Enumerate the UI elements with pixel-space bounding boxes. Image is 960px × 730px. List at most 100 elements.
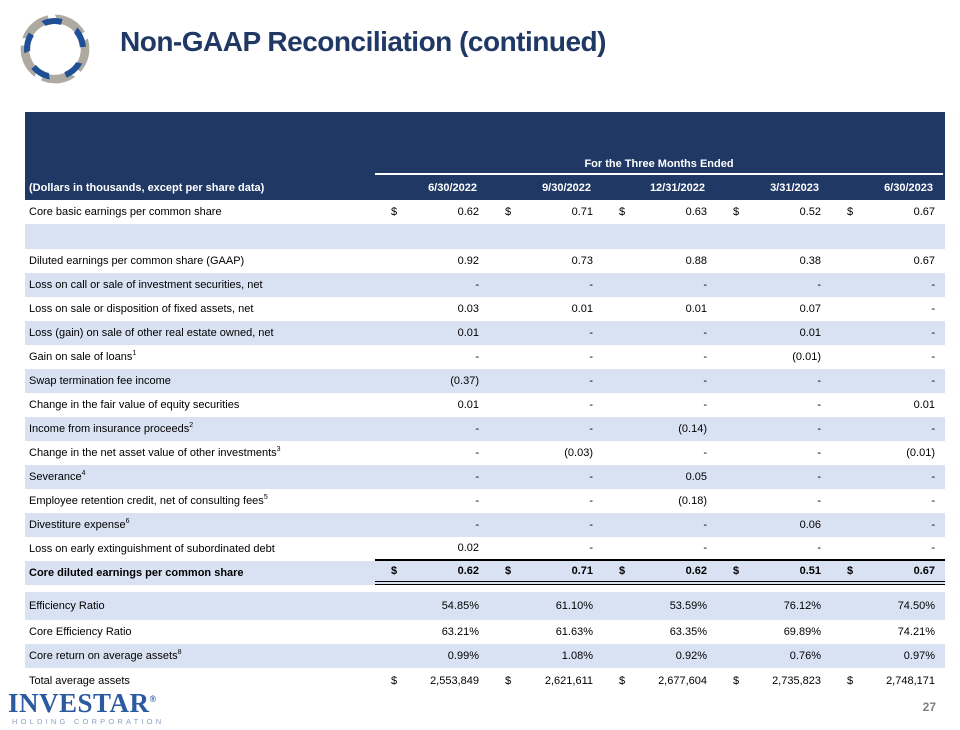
cell-value: 69.89% (783, 626, 821, 638)
value-cell-group: - (375, 417, 489, 441)
row-values: $0.62 $0.71 $0.63 $0.52 $0.67 (375, 200, 945, 224)
value-cell-group: (0.14) (603, 417, 717, 441)
cell-value: - (931, 375, 935, 387)
row-values: 54.85% 61.10% 53.59% 76.12% 74.50% (375, 592, 945, 620)
cell-value: 0.92% (675, 650, 707, 662)
row-label: Loss on sale or disposition of fixed ass… (29, 303, 254, 315)
value-cell-group: $2,735,823 (717, 668, 831, 694)
value-cell-group: (0.37) (375, 369, 489, 393)
row-label: Income from insurance proceeds 2 (29, 421, 194, 436)
value-cell-group: $2,748,171 (831, 668, 945, 694)
cell-value: (0.14) (678, 423, 707, 435)
cell-value: 0.38 (799, 255, 821, 267)
cell-value: 0.07 (799, 303, 821, 315)
row-values: - - - 0.06 - (375, 513, 945, 537)
value-cell-group: 0.01 (489, 297, 603, 321)
cell-value: 53.59% (669, 600, 707, 612)
value-cell-group: $2,621,611 (489, 668, 603, 694)
footnote-marker: 3 (276, 445, 281, 453)
cell-value: 0.99% (447, 650, 479, 662)
row-label: Core return on average assets 8 (29, 648, 182, 663)
dollar-sign: $ (847, 565, 854, 577)
cell-value: 0.71 (571, 206, 593, 218)
value-cell-group: (0.01) (831, 441, 945, 465)
value-cell-group: $0.67 (831, 561, 945, 581)
row-values: - - 0.05 - - (375, 465, 945, 489)
value-cell-group: 0.99% (375, 644, 489, 668)
dollar-sign: $ (619, 206, 626, 218)
cell-value: 0.52 (799, 206, 821, 218)
cell-value: - (931, 327, 935, 339)
value-cell-group: - (375, 513, 489, 537)
row-label: Core diluted earnings per common share (29, 567, 244, 579)
cell-value: 0.01 (457, 327, 479, 339)
cell-value: - (931, 519, 935, 531)
value-cell-group: - (717, 393, 831, 417)
cell-value: 0.01 (799, 327, 821, 339)
row-label: Core Efficiency Ratio (29, 626, 132, 638)
value-cell-group: 63.35% (603, 620, 717, 644)
cell-value: - (817, 495, 821, 507)
value-cell-group: 1.08% (489, 644, 603, 668)
dollar-sign: $ (505, 206, 512, 218)
value-cell-group: 0.01 (603, 297, 717, 321)
value-cell-group: 0.01 (375, 393, 489, 417)
cell-value: 0.01 (685, 303, 707, 315)
cell-value: 2,621,611 (544, 675, 593, 687)
cell-value: (0.18) (678, 495, 707, 507)
value-cell-group: 0.76% (717, 644, 831, 668)
row-label: Core basic earnings per common share (29, 206, 222, 218)
value-cell-group: 0.01 (375, 321, 489, 345)
dollar-sign: $ (505, 565, 512, 577)
table-spacer-row (25, 585, 945, 592)
value-cell-group: $2,553,849 (375, 668, 489, 694)
value-cell-group: - (717, 441, 831, 465)
value-cell-group: 61.10% (489, 592, 603, 620)
cell-value: 0.62 (457, 565, 479, 577)
cell-value: 0.76% (789, 650, 821, 662)
value-cell-group: - (489, 513, 603, 537)
value-cell-group: - (717, 273, 831, 297)
brand-name: INVESTAR® (8, 688, 157, 718)
value-cell-group: - (831, 489, 945, 513)
value-cell-group: - (717, 489, 831, 513)
table-row: Divestiture expense 6 - - - 0.06 - (25, 513, 945, 537)
dollar-sign: $ (733, 675, 740, 687)
row-values: 0.01 - - - 0.01 (375, 393, 945, 417)
table-row: Swap termination fee income (0.37) - - - - (25, 369, 945, 393)
table-row: Efficiency Ratio 54.85% 61.10% 53.59% 76.12%… (25, 592, 945, 620)
cell-value: - (589, 471, 593, 483)
value-cell-group: - (603, 345, 717, 369)
value-cell-group: - (603, 513, 717, 537)
cell-value: 0.06 (799, 519, 821, 531)
value-cell-group: $0.63 (603, 200, 717, 224)
row-values: 63.21% 61.63% 63.35% 69.89% 74.21% (375, 620, 945, 644)
value-cell-group: $0.52 (717, 200, 831, 224)
table-row: Core diluted earnings per common share $0… (25, 561, 945, 585)
row-values: - - - (0.01) - (375, 345, 945, 369)
row-label: Loss (gain) on sale of other real estate… (29, 327, 274, 339)
row-label: Divestiture expense 6 (29, 517, 130, 532)
column-header-q1-2023: 3/31/2023 (770, 181, 819, 194)
column-header-q2-2022: 6/30/2022 (428, 181, 477, 194)
cell-value: (0.37) (450, 375, 479, 387)
table-spacer-row (25, 224, 945, 249)
brand-subtitle: HOLDING CORPORATION (12, 717, 165, 726)
cell-value: (0.01) (792, 351, 821, 363)
cell-value: 0.62 (685, 565, 707, 577)
table-row: Loss (gain) on sale of other real estate… (25, 321, 945, 345)
row-label: Total average assets (29, 675, 130, 687)
cell-value: - (589, 399, 593, 411)
value-cell-group: - (375, 273, 489, 297)
cell-value: 0.67 (913, 565, 935, 577)
units-note: (Dollars in thousands, except per share … (29, 181, 265, 194)
row-values: $2,553,849 $2,621,611 $2,677,604 $2,735,823… (375, 668, 945, 694)
cell-value: - (931, 542, 935, 554)
cell-value: - (589, 351, 593, 363)
row-label: Change in the net asset value of other i… (29, 445, 281, 460)
row-values: 0.03 0.01 0.01 0.07 - (375, 297, 945, 321)
column-header-q3-2022: 9/30/2022 (542, 181, 591, 194)
dollar-sign: $ (619, 675, 626, 687)
value-cell-group: - (375, 489, 489, 513)
dollar-sign: $ (733, 206, 740, 218)
